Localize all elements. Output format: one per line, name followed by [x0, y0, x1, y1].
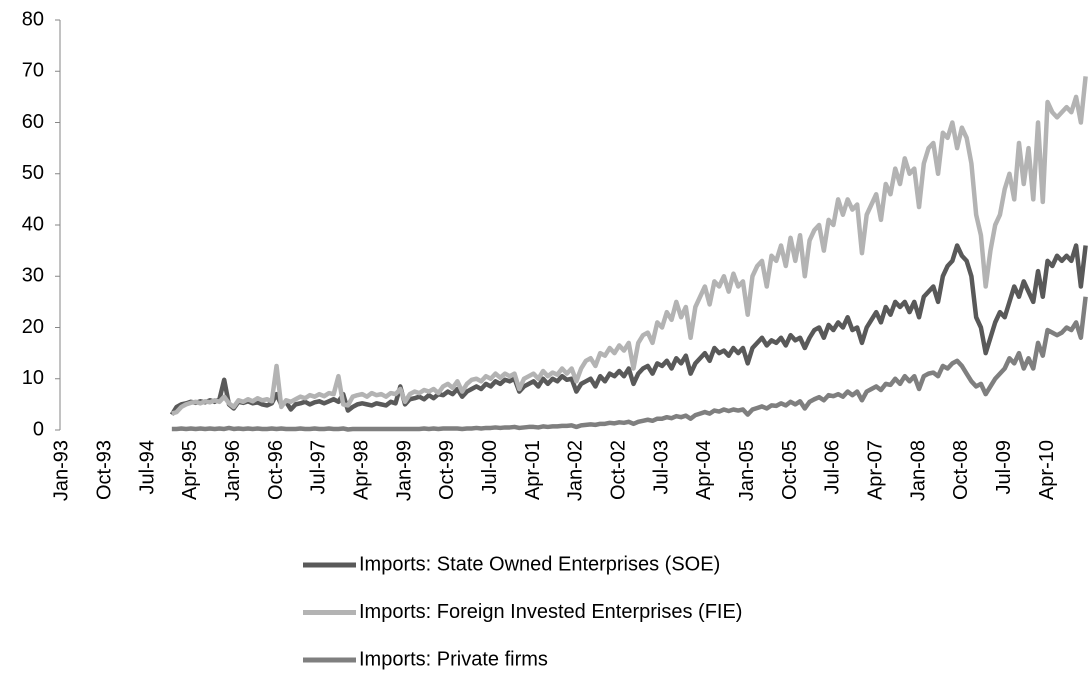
x-tick-label: Jul-00 [479, 440, 501, 494]
x-tick-label: Oct-99 [436, 440, 458, 500]
x-tick-label: Apr-10 [1036, 440, 1058, 500]
x-tick-label: Apr-98 [350, 440, 372, 500]
legend-label: Imports: State Owned Enterprises (SOE) [359, 553, 720, 575]
x-tick-label: Jul-97 [308, 440, 330, 494]
x-tick-label: Jul-94 [136, 440, 158, 494]
y-tick-label: 70 [22, 60, 44, 82]
x-tick-label: Jan-96 [222, 440, 244, 501]
x-tick-label: Apr-95 [179, 440, 201, 500]
x-tick-label: Jan-05 [736, 440, 758, 501]
series-line [171, 296, 1088, 432]
series-line [171, 76, 1088, 416]
y-tick-label: 50 [22, 162, 44, 184]
x-tick-label: Jul-06 [822, 440, 844, 494]
x-tick-label: Jan-93 [51, 440, 73, 501]
x-tick-label: Jan-99 [393, 440, 415, 501]
x-tick-label: Oct-96 [265, 440, 287, 500]
x-tick-label: Jan-08 [907, 440, 929, 501]
x-tick-label: Oct-93 [93, 440, 115, 500]
x-tick-label: Oct-02 [607, 440, 629, 500]
x-tick-label: Jul-09 [993, 440, 1015, 494]
y-tick-label: 30 [22, 265, 44, 287]
x-tick-label: Apr-04 [693, 440, 715, 500]
x-tick-label: Oct-05 [779, 440, 801, 500]
legend-label: Imports: Foreign Invested Enterprises (F… [359, 601, 742, 623]
x-tick-label: Jul-03 [650, 440, 672, 494]
x-tick-label: Apr-01 [522, 440, 544, 500]
x-tick-label: Apr-07 [864, 440, 886, 500]
y-tick-label: 0 [33, 418, 44, 440]
x-tick-label: Jan-02 [565, 440, 587, 501]
y-tick-label: 40 [22, 213, 44, 235]
series-line [169, 243, 1088, 416]
x-tick-label: Oct-08 [950, 440, 972, 500]
y-tick-label: 80 [22, 8, 44, 30]
legend-label: Imports: Private firms [359, 648, 548, 670]
y-tick-label: 10 [22, 367, 44, 389]
y-tick-label: 60 [22, 111, 44, 133]
y-tick-label: 20 [22, 316, 44, 338]
